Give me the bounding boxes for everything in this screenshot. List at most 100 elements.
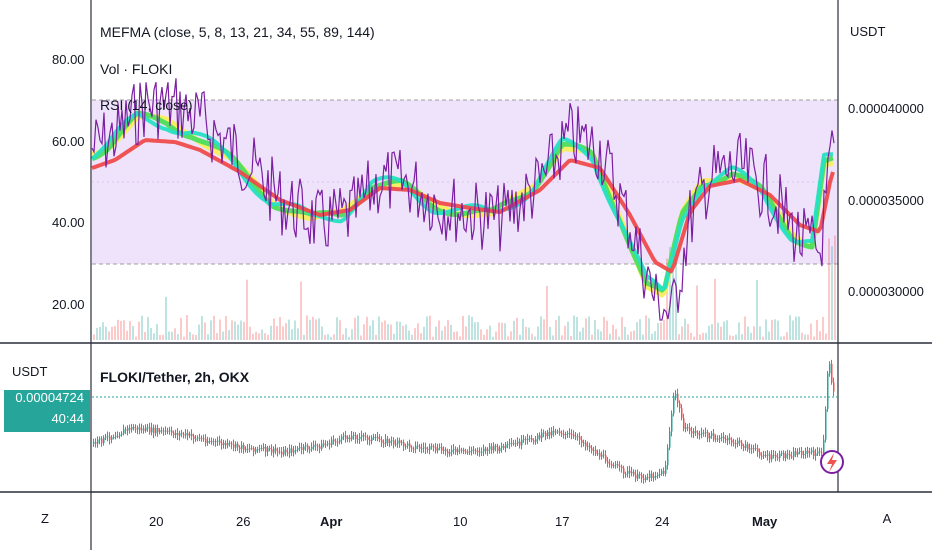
volume-bar <box>210 320 212 340</box>
volume-bar <box>171 331 173 340</box>
mefma-legend[interactable]: MEFMA (close, 5, 8, 13, 21, 34, 55, 89, … <box>100 24 375 40</box>
candle-body <box>193 436 195 439</box>
candle-body <box>185 433 187 436</box>
candle-body <box>303 446 305 450</box>
volume-bar <box>423 326 425 340</box>
candle-body <box>359 436 361 440</box>
bottom-left-axis-title: USDT <box>12 364 48 379</box>
candle-body <box>769 454 771 460</box>
candle-body <box>665 465 667 474</box>
candle-body <box>205 438 207 443</box>
candle-body <box>335 441 337 443</box>
candle-body <box>363 435 365 437</box>
candle-body <box>799 451 801 452</box>
candle-body <box>751 448 753 450</box>
candle-body <box>823 439 825 453</box>
candle-body <box>273 448 275 453</box>
volume-bar <box>117 319 119 340</box>
volume-bar <box>681 326 683 340</box>
candle-body <box>145 427 147 431</box>
candle-body <box>819 451 821 453</box>
candle-body <box>301 447 303 450</box>
left-axis-label: 40.00 <box>52 215 85 230</box>
candle-body <box>645 477 647 480</box>
candle-body <box>143 428 145 431</box>
volume-bar <box>228 330 230 340</box>
candle-body <box>251 448 253 450</box>
candle-body <box>203 438 205 440</box>
volume-bar <box>483 334 485 340</box>
candle-body <box>727 437 729 441</box>
left-axis-label: 20.00 <box>52 297 85 312</box>
volume-bar <box>213 315 215 340</box>
time-label: 17 <box>555 514 570 529</box>
candle-body <box>265 447 267 452</box>
candle-body <box>453 448 455 450</box>
candle-body <box>493 445 495 451</box>
candle-body <box>221 443 223 446</box>
volume-bar <box>795 316 797 340</box>
volume-bar <box>819 331 821 340</box>
volume-bar <box>558 315 560 340</box>
auto-scale-button[interactable]: A <box>882 511 892 526</box>
candle-body <box>189 434 191 436</box>
volume-bar <box>666 258 668 340</box>
volume-bar <box>477 322 479 340</box>
volume-bar <box>663 320 665 340</box>
volume-bar <box>783 336 785 340</box>
candle-body <box>225 443 227 446</box>
volume-bar <box>318 318 320 340</box>
volume-legend[interactable]: Vol · FLOKI <box>100 61 173 77</box>
volume-bar <box>828 238 830 340</box>
candle-body <box>119 434 121 437</box>
candle-body <box>537 435 539 440</box>
volume-bar <box>309 319 311 340</box>
candle-body <box>383 442 385 444</box>
symbol-legend[interactable]: FLOKI/Tether, 2h, OKX <box>100 369 250 385</box>
left-axis-label: 80.00 <box>52 52 85 67</box>
candle-body <box>813 450 815 456</box>
candle-body <box>159 430 161 433</box>
volume-bar <box>729 335 731 340</box>
volume-bar <box>333 334 335 340</box>
volume-bar <box>471 316 473 340</box>
volume-bar <box>432 336 434 340</box>
candle-body <box>803 454 805 455</box>
volume-bar <box>498 322 500 340</box>
candle-body <box>113 437 115 439</box>
right-axis-title: USDT <box>850 24 886 39</box>
volume-bar <box>168 331 170 340</box>
candle-body <box>607 461 609 464</box>
candle-body <box>309 449 311 451</box>
volume-bar <box>300 281 302 340</box>
volume-bar <box>657 323 659 340</box>
candle-body <box>123 429 125 434</box>
volume-bar <box>312 316 314 340</box>
candle-body <box>379 438 381 440</box>
auto-zoom-button[interactable]: Z <box>41 511 49 526</box>
candle-body <box>571 434 573 436</box>
candle-body <box>277 451 279 453</box>
volume-bar <box>753 326 755 340</box>
volume-bar <box>426 316 428 340</box>
candle-body <box>391 440 393 442</box>
right-axis-label: 0.000035000 <box>848 193 924 208</box>
rsi-legend[interactable]: RSI (14, close) <box>100 97 193 113</box>
volume-bar <box>114 326 116 340</box>
candle-body <box>161 430 163 432</box>
candle-body <box>731 439 733 443</box>
volume-bar <box>288 319 290 340</box>
candle-body <box>305 445 307 447</box>
lightning-icon[interactable] <box>820 450 844 474</box>
candle-body <box>621 466 623 469</box>
volume-bar <box>555 320 557 340</box>
candle-body <box>117 435 119 437</box>
candle-body <box>283 449 285 455</box>
candle-body <box>711 433 713 436</box>
candle-body <box>355 435 357 440</box>
candle-body <box>527 438 529 440</box>
volume-bar <box>303 334 305 340</box>
volume-bar <box>282 326 284 340</box>
candle-body <box>329 443 331 445</box>
